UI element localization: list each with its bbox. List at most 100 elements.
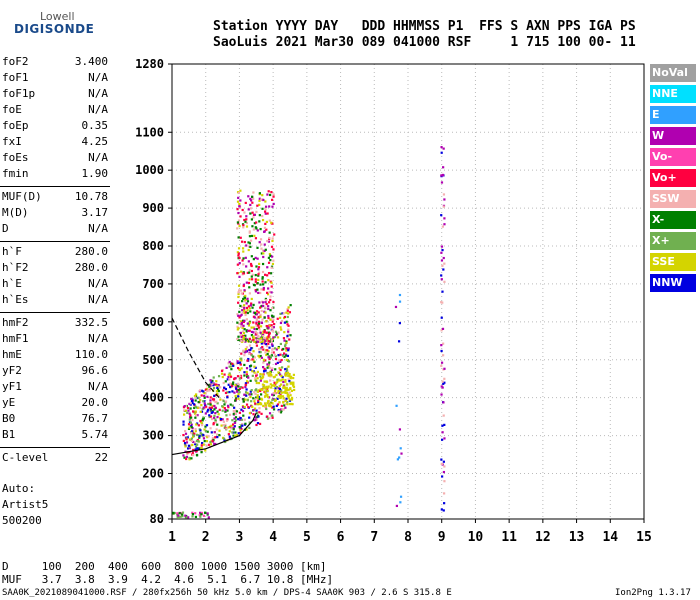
echo-point: [217, 394, 220, 398]
echo-point: [242, 226, 245, 229]
echo-point: [242, 250, 245, 253]
echo-point: [237, 385, 240, 388]
echo-point: [243, 218, 246, 222]
legend-item: E: [650, 106, 696, 124]
echo-point: [234, 386, 237, 389]
echo-point: [223, 403, 226, 406]
echo-point: [240, 313, 243, 316]
echo-point: [272, 351, 275, 354]
param-label: B0: [2, 412, 16, 425]
echo-point: [272, 259, 275, 262]
echo-point: [261, 270, 265, 274]
echo-point: [264, 342, 268, 346]
echo-point: [253, 213, 256, 216]
echo-point: [197, 406, 200, 410]
echo-point: [246, 309, 249, 312]
echo-point: [257, 311, 260, 314]
echo-point: [292, 381, 295, 384]
param-label: C-level: [2, 451, 49, 464]
param-row: fxI 4.25: [2, 135, 108, 151]
echo-point: [272, 336, 275, 339]
echo-point: [258, 203, 261, 206]
echo-point: [205, 434, 208, 437]
echo-point: [256, 394, 259, 397]
echo-point: [266, 212, 269, 215]
echo-point: [194, 416, 197, 419]
echo-point: [246, 391, 249, 395]
echo-point: [266, 415, 269, 418]
echo-point: [253, 371, 256, 374]
echo-point: [208, 406, 211, 409]
echo-point: [252, 370, 255, 373]
echo-point: [227, 406, 230, 409]
echo-point: [285, 311, 288, 314]
echo-point: [277, 390, 280, 393]
param-value: N/A: [88, 151, 108, 164]
echo-point: [187, 516, 190, 519]
echo-point: [242, 324, 245, 327]
echo-point: [253, 234, 256, 237]
echo-point: [440, 146, 443, 149]
echo-point: [268, 332, 271, 335]
echo-point: [228, 390, 231, 394]
echo-point: [251, 211, 254, 214]
param-row: D N/A: [2, 222, 108, 238]
echo-point: [194, 412, 197, 415]
echo-point: [273, 398, 276, 401]
echo-point: [246, 338, 249, 341]
echo-point: [216, 435, 219, 439]
echo-point: [232, 423, 235, 426]
echo-point: [267, 355, 270, 358]
echo-point: [244, 313, 247, 317]
echo-point: [257, 320, 261, 323]
echo-point: [260, 252, 263, 255]
echo-point: [257, 395, 260, 399]
echo-point: [284, 389, 288, 392]
echo-point: [271, 348, 274, 351]
echo-point: [280, 358, 283, 362]
echo-point: [193, 411, 196, 414]
echo-point: [221, 375, 224, 379]
echo-point: [290, 389, 294, 392]
echo-point: [209, 427, 212, 430]
echo-point: [247, 248, 250, 252]
echo-point: [288, 375, 291, 378]
echo-point: [270, 314, 274, 317]
echo-point: [231, 431, 234, 434]
echo-point: [198, 447, 201, 450]
echo-point: [257, 354, 260, 358]
echo-point: [255, 396, 258, 399]
echo-point: [287, 333, 290, 336]
echo-point: [282, 347, 285, 351]
echo-point: [198, 514, 201, 517]
echo-point: [248, 307, 251, 310]
echo-point: [279, 326, 282, 329]
echo-point: [182, 423, 185, 426]
echo-point: [261, 318, 264, 321]
echo-point: [209, 384, 212, 387]
echo-point: [222, 424, 225, 427]
echo-point: [224, 440, 227, 444]
echo-point: [213, 431, 216, 434]
echo-point: [186, 447, 190, 450]
echo-point: [252, 331, 255, 334]
echo-point: [273, 335, 277, 339]
echo-point: [250, 269, 253, 273]
echo-point: [261, 198, 264, 201]
echo-point: [259, 393, 263, 396]
param-row: MUF(D) 10.78: [2, 190, 108, 206]
echo-point: [216, 415, 219, 419]
echo-point: [284, 378, 287, 382]
echo-point: [275, 386, 279, 389]
echo-point: [216, 386, 219, 389]
echo-point: [199, 511, 202, 514]
echo-point: [216, 410, 219, 413]
echo-point: [208, 389, 211, 392]
echo-point: [441, 424, 444, 427]
echo-point: [285, 354, 288, 357]
echo-point: [260, 288, 263, 291]
echo-point: [289, 377, 292, 380]
echo-point: [183, 409, 186, 412]
echo-point: [200, 444, 203, 447]
echo-point: [242, 319, 245, 322]
